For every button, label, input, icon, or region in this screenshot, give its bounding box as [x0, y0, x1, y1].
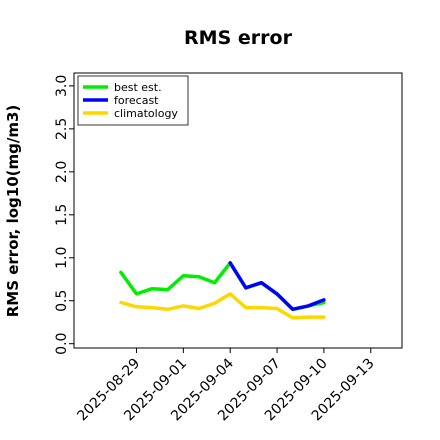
- legend-label: best est.: [114, 81, 162, 94]
- y-tick-label: 2.5: [54, 118, 70, 140]
- series-line-forecast: [228, 261, 326, 312]
- chart-title: RMS error: [184, 27, 293, 49]
- y-axis-label: RMS error, log10(mg/m3): [4, 105, 22, 318]
- y-tick-label: 2.0: [54, 161, 70, 183]
- legend-label: forecast: [114, 94, 159, 107]
- series-line-best-est: [119, 261, 326, 312]
- y-axis: 0.0 0.5 1.0 1.5 2.0 2.5 3.0: [54, 75, 74, 355]
- series-group: [119, 261, 326, 320]
- y-tick-label: 3.0: [54, 75, 70, 97]
- x-axis: 2025-08-292025-09-012025-09-042025-09-07…: [74, 348, 378, 424]
- y-tick-label: 1.5: [54, 204, 70, 226]
- series-line-climatology: [119, 292, 326, 320]
- y-tick-label: 0.5: [54, 290, 70, 312]
- y-tick-label: 1.0: [54, 247, 70, 269]
- y-tick-label: 0.0: [54, 333, 70, 355]
- plot-area: [73, 72, 403, 349]
- legend-label: climatology: [114, 107, 178, 120]
